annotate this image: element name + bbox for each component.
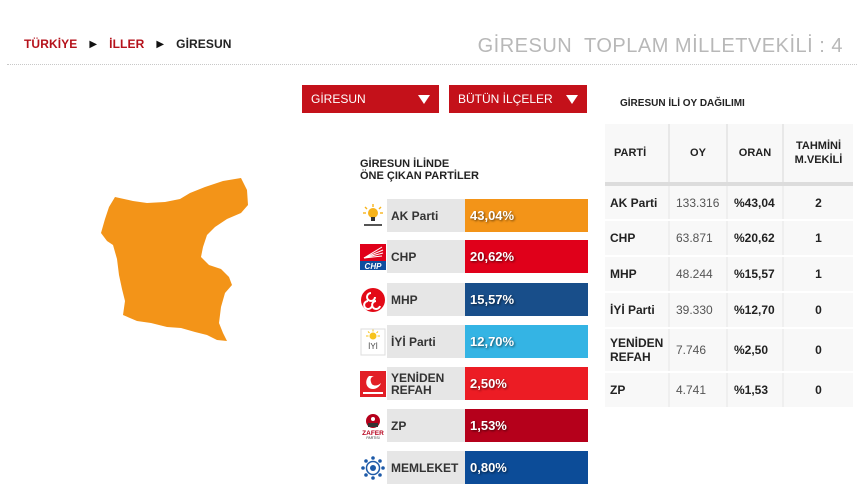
header-ratio: ORAN — [727, 124, 784, 186]
yeniden-refah-logo-icon — [359, 367, 387, 400]
svg-text:İYİ: İYİ — [368, 342, 378, 351]
cell-votes: 39.330 — [669, 292, 728, 329]
svg-text:CHP: CHP — [365, 262, 383, 270]
party-name: İYİ Parti — [387, 325, 465, 358]
header-divider — [7, 64, 857, 65]
province-select-value: GİRESUN — [311, 92, 366, 106]
table-row: YENİDEN REFAH 7.746 %2,50 0 — [605, 328, 853, 373]
district-select-value: BÜTÜN İLÇELER — [458, 92, 553, 106]
party-name: MEMLEKET — [387, 451, 465, 484]
party-percent-bar: 20,62% — [465, 240, 588, 273]
table-header-row: PARTİ OY ORAN TAHMİNİ M.VEKİLİ — [605, 124, 853, 186]
breadcrumb-turkiye-link[interactable]: TÜRKİYE — [24, 37, 78, 51]
district-select[interactable]: BÜTÜN İLÇELER — [449, 85, 587, 113]
party-row-chp[interactable]: CHP CHP 20,62% — [359, 240, 588, 273]
party-row-ak-parti[interactable]: AK Parti 43,04% — [359, 199, 588, 232]
cell-ratio: %20,62 — [727, 220, 784, 257]
vote-distribution-table: PARTİ OY ORAN TAHMİNİ M.VEKİLİ AK Parti … — [605, 124, 853, 409]
province-select[interactable]: GİRESUN — [302, 85, 439, 113]
leading-parties-title-line1: GİRESUN İLİNDE — [360, 158, 450, 170]
table-row: CHP 63.871 %20,62 1 — [605, 220, 853, 257]
party-percent-bar: 43,04% — [465, 199, 588, 232]
cell-party: İYİ Parti — [605, 292, 670, 329]
party-percent-bar: 1,53% — [465, 409, 588, 442]
cell-votes: 48.244 — [669, 256, 728, 293]
header-party: PARTİ — [605, 124, 670, 186]
cell-party: CHP — [605, 220, 670, 257]
cell-ratio: %2,50 — [727, 328, 784, 373]
party-name: CHP — [387, 240, 465, 273]
chp-logo-icon: CHP — [359, 240, 387, 273]
party-name: AK Parti — [387, 199, 465, 232]
party-name: ZP — [387, 409, 465, 442]
table-row: MHP 48.244 %15,57 1 — [605, 256, 853, 293]
cell-seats: 1 — [783, 220, 853, 257]
chevron-down-icon — [418, 94, 430, 104]
party-percent-bar: 12,70% — [465, 325, 588, 358]
party-name: MHP — [387, 283, 465, 316]
header-seats-line1: TAHMİNİ — [795, 140, 841, 152]
zafer-partisi-logo-icon: ZAFER PARTİSİ — [359, 409, 387, 442]
cell-votes: 7.746 — [669, 328, 728, 373]
iyi-parti-logo-icon: İYİ — [359, 325, 387, 358]
party-row-yeniden-refah[interactable]: YENİDEN REFAH 2,50% — [359, 367, 588, 400]
leading-parties-title: GİRESUN İLİNDE ÖNE ÇIKAN PARTİLER — [360, 158, 479, 182]
cell-ratio: %43,04 — [727, 184, 784, 221]
cell-seats: 0 — [783, 292, 853, 329]
party-percent-bar: 15,57% — [465, 283, 588, 316]
cell-seats: 1 — [783, 256, 853, 293]
header-seats-line2: M.VEKİLİ — [794, 154, 843, 166]
triangle-right-icon: ▶ — [89, 38, 98, 50]
svg-text:PARTİSİ: PARTİSİ — [366, 435, 379, 440]
total-seats-title: GİRESUN TOPLAM MİLLETVEKİLİ : 4 — [477, 35, 843, 57]
mhp-logo-icon — [359, 283, 387, 316]
chevron-down-icon — [566, 94, 578, 104]
party-row-iyi-parti[interactable]: İYİ İYİ Parti 12,70% — [359, 325, 588, 358]
party-percent-bar: 0,80% — [465, 451, 588, 484]
breadcrumb-current: GİRESUN — [176, 37, 232, 51]
table-row: İYİ Parti 39.330 %12,70 0 — [605, 292, 853, 329]
svg-text:ZAFER: ZAFER — [362, 430, 384, 437]
cell-ratio: %15,57 — [727, 256, 784, 293]
ak-parti-logo-icon — [359, 199, 387, 232]
breadcrumb: TÜRKİYE ▶ İLLER ▶ GİRESUN — [24, 37, 232, 51]
cell-party: YENİDEN REFAH — [605, 328, 670, 373]
giresun-region-shape[interactable] — [101, 178, 248, 341]
header-seats: TAHMİNİ M.VEKİLİ — [783, 124, 853, 186]
memleket-logo-icon — [359, 451, 387, 484]
leading-parties-title-line2: ÖNE ÇIKAN PARTİLER — [360, 170, 479, 182]
cell-votes: 133.316 — [669, 184, 728, 221]
cell-party: ZP — [605, 372, 670, 409]
cell-ratio: %12,70 — [727, 292, 784, 329]
cell-seats: 2 — [783, 184, 853, 221]
header-votes: OY — [669, 124, 728, 186]
cell-seats: 0 — [783, 372, 853, 409]
party-percent-bar: 2,50% — [465, 367, 588, 400]
party-row-zp[interactable]: ZAFER PARTİSİ ZP 1,53% — [359, 409, 588, 442]
party-name: YENİDEN REFAH — [387, 367, 465, 400]
cell-party: MHP — [605, 256, 670, 293]
cell-votes: 63.871 — [669, 220, 728, 257]
triangle-right-icon: ▶ — [156, 38, 165, 50]
cell-party: AK Parti — [605, 184, 670, 221]
province-map[interactable] — [95, 175, 255, 345]
party-row-memleket[interactable]: MEMLEKET 0,80% — [359, 451, 588, 484]
cell-votes: 4.741 — [669, 372, 728, 409]
cell-seats: 0 — [783, 328, 853, 373]
party-row-mhp[interactable]: MHP 15,57% — [359, 283, 588, 316]
vote-table-title: GİRESUN İLİ OY DAĞILIMI — [620, 98, 745, 109]
cell-ratio: %1,53 — [727, 372, 784, 409]
breadcrumb-iller-link[interactable]: İLLER — [109, 37, 145, 51]
table-row: AK Parti 133.316 %43,04 2 — [605, 184, 853, 221]
table-row: ZP 4.741 %1,53 0 — [605, 372, 853, 409]
